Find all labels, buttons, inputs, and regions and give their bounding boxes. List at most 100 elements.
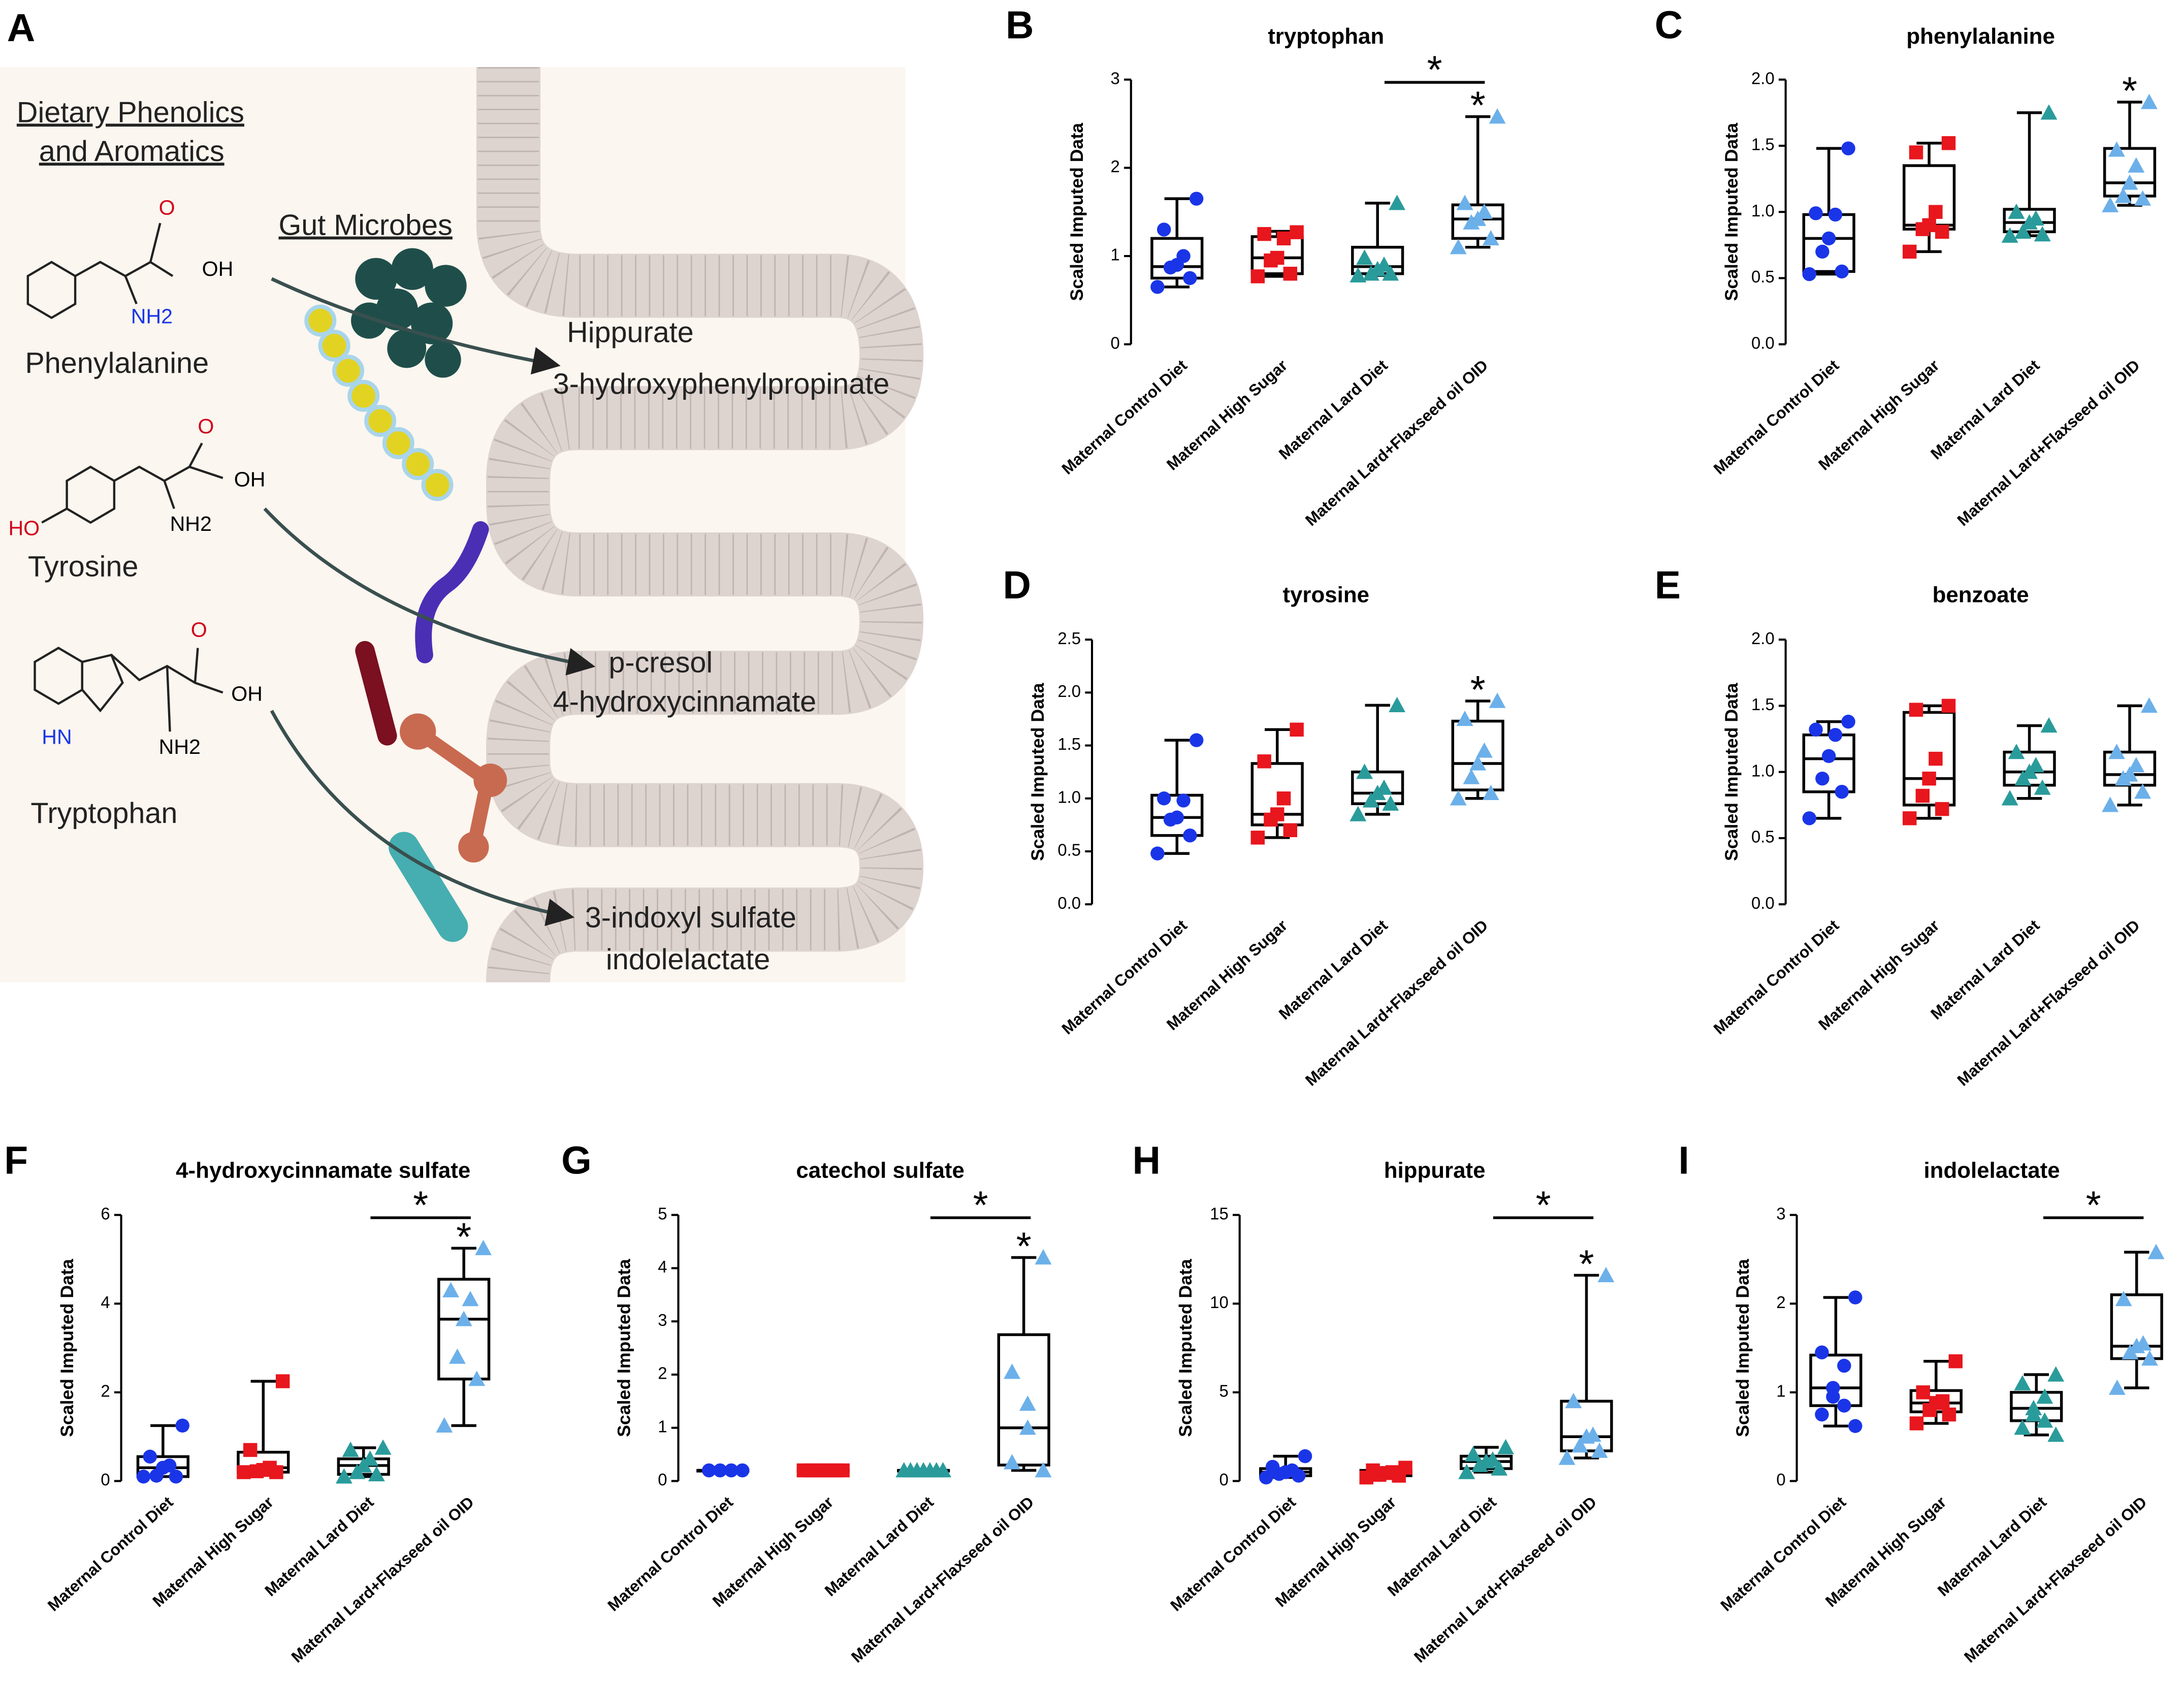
data-point — [1929, 751, 1943, 766]
data-point — [2102, 797, 2119, 812]
data-point — [436, 1417, 453, 1433]
x-tick-label: Maternal Lard+Flaxseed oil OID — [848, 1493, 1038, 1666]
data-point — [1189, 733, 1204, 747]
y-tick-label: 3 — [1776, 1204, 1785, 1223]
y-tick-label: 2 — [1776, 1293, 1785, 1312]
data-point — [1489, 692, 1506, 708]
y-tick-label: 0 — [101, 1470, 110, 1489]
data-point — [735, 1463, 750, 1478]
data-point — [1369, 784, 1386, 801]
data-point — [1815, 1345, 1829, 1360]
y-tick-label: 5 — [1219, 1382, 1228, 1401]
data-point — [1463, 769, 1480, 784]
data-point — [2034, 779, 2051, 795]
data-point — [1815, 244, 1829, 259]
molecule-skeletons — [26, 222, 223, 732]
atom-label: OH — [234, 467, 266, 491]
data-point — [1835, 264, 1849, 279]
x-tick-label: Maternal Lard+Flaxseed oil OID — [1302, 356, 1492, 529]
x-tick-label: Maternal Lard+Flaxseed oil OID — [1953, 916, 2143, 1089]
y-tick-label: 0 — [658, 1470, 667, 1489]
data-point — [2034, 226, 2051, 242]
data-point — [2008, 203, 2025, 219]
y-tick-label: 3 — [1111, 69, 1120, 87]
data-point — [2014, 223, 2032, 239]
data-point — [1456, 710, 1473, 726]
y-axis-label: Scaled Imputed Data — [1721, 122, 1742, 301]
data-point — [1903, 811, 1917, 825]
data-point — [713, 1463, 727, 1478]
molecule-name: Tryptophan — [30, 797, 177, 830]
data-point — [1469, 755, 1487, 771]
data-point — [1935, 802, 1949, 816]
data-point — [702, 1463, 716, 1478]
panel-letter: B — [1006, 4, 1034, 47]
data-point — [810, 1463, 824, 1478]
y-tick-label: 1.0 — [1751, 201, 1775, 220]
x-tick-label: Maternal Lard Diet — [261, 1492, 377, 1600]
data-point — [1909, 145, 1923, 160]
data-point — [1362, 792, 1379, 808]
data-point — [1828, 727, 1843, 742]
data-point — [468, 1371, 486, 1386]
product-label: Hippurate — [567, 316, 694, 349]
data-point — [1578, 1428, 1595, 1444]
data-point — [1458, 1464, 1475, 1479]
data-point — [2014, 1375, 2031, 1391]
data-point — [2102, 197, 2119, 212]
data-point — [2021, 214, 2038, 230]
panel-letter: F — [4, 1139, 28, 1183]
atom-label: HO — [8, 516, 40, 539]
data-point — [1456, 195, 1473, 210]
data-point — [1264, 812, 1278, 827]
data-point — [1183, 271, 1197, 285]
y-tick-label: 15 — [1210, 1204, 1229, 1223]
data-point — [1828, 207, 1843, 222]
data-point — [243, 1443, 258, 1457]
data-point — [1035, 1462, 1052, 1478]
x-tick-label: Maternal Lard+Flaxseed oil OID — [1961, 1493, 2150, 1666]
data-point — [908, 1462, 925, 1478]
data-point — [1382, 795, 1399, 811]
y-tick-label: 2 — [101, 1382, 110, 1401]
y-tick-label: 1 — [658, 1417, 667, 1436]
data-point — [796, 1463, 811, 1478]
data-point — [1941, 698, 1956, 713]
x-tick-label: Maternal Lard Diet — [1384, 1492, 1500, 1600]
significance-star: * — [1470, 668, 1486, 712]
data-point — [2134, 783, 2151, 799]
box-plot-panel: F 4-hydroxycinnamate sulfate Scaled Impute… — [4, 1139, 492, 1666]
data-point — [1815, 771, 1829, 786]
y-tick-label: 1 — [1776, 1382, 1785, 1401]
data-point — [1922, 771, 1936, 786]
significance-star: * — [1536, 1183, 1551, 1227]
atom-label: O — [198, 415, 214, 438]
data-point — [1565, 1392, 1582, 1409]
data-point — [1019, 1419, 1036, 1435]
data-point — [249, 1464, 264, 1479]
y-tick-label: 1.0 — [1751, 761, 1775, 780]
panel-letter: A — [7, 6, 35, 50]
data-point — [2121, 174, 2138, 190]
data-point — [1916, 1385, 1930, 1399]
data-point — [1350, 267, 1367, 282]
data-point — [1821, 231, 1836, 246]
y-tick-label: 1.5 — [1751, 695, 1775, 714]
data-point — [1356, 249, 1373, 265]
data-point — [1283, 267, 1298, 281]
x-tick-label: Maternal Lard Diet — [1934, 1492, 2050, 1600]
data-point — [1935, 225, 1949, 239]
data-point — [2114, 770, 2132, 786]
chart-title: hippurate — [1384, 1158, 1486, 1183]
panel-letter: E — [1655, 563, 1681, 607]
y-axis-label: Scaled Imputed Data — [614, 1258, 634, 1437]
data-point — [2014, 1419, 2031, 1435]
data-point — [1482, 230, 1499, 246]
data-point — [1389, 195, 1406, 210]
data-point — [1922, 1403, 1937, 1417]
x-tick-label: Maternal Lard+Flaxseed oil OID — [287, 1493, 477, 1666]
